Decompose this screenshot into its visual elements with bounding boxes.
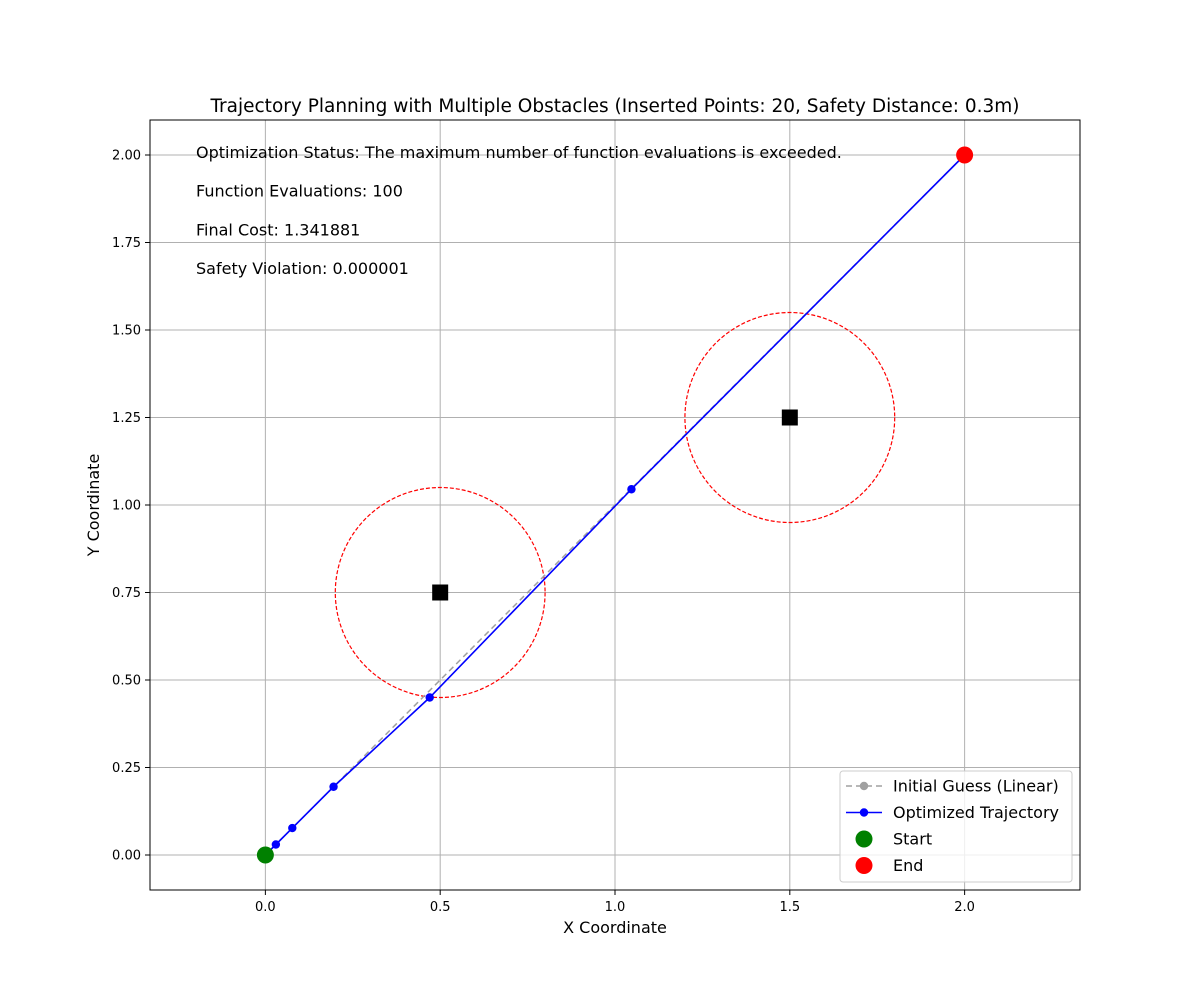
legend-initial-guess-label: Initial Guess (Linear) — [893, 777, 1059, 796]
legend-end-swatch — [855, 857, 873, 874]
annotation-text: Function Evaluations: 100 — [196, 182, 403, 201]
annotation-text: Final Cost: 1.341881 — [196, 220, 360, 239]
axis-ticks: 0.0 0.5 1.0 1.5 2.0 0.00 0.25 0.50 0.75 1.00 1.25 1… — [112, 149, 975, 916]
legend-start-label: Start — [893, 830, 932, 849]
obstacles — [334, 311, 896, 699]
legend-end-label: End — [893, 856, 923, 875]
x-axis-label: X Coordinate — [563, 918, 667, 937]
legend-start-swatch — [855, 830, 873, 848]
safety-circle — [684, 311, 896, 524]
y-tick-label: 1.25 — [112, 411, 141, 426]
x-tick-label: 1.5 — [779, 900, 800, 915]
y-tick-label: 0.50 — [112, 674, 141, 689]
y-tick-label: 2.00 — [112, 149, 141, 164]
legend-box — [839, 770, 1073, 883]
annotations: Optimization Status: The maximum number … — [196, 143, 842, 278]
y-tick-label: 0.25 — [112, 761, 141, 776]
legend-initial-guess-swatch-dot — [859, 781, 869, 791]
x-tick-label: 0.5 — [430, 900, 451, 915]
y-tick-label: 0.00 — [112, 849, 141, 864]
x-tick-label: 0.0 — [255, 900, 276, 915]
annotation-text: Safety Violation: 0.000001 — [196, 259, 409, 278]
annotation-text: Optimization Status: The maximum number … — [196, 143, 842, 162]
optimized-trajectory-point — [271, 840, 281, 849]
y-tick-label: 1.00 — [112, 499, 141, 514]
y-tick-label: 0.75 — [112, 586, 141, 601]
legend-optimized-trajectory-label: Optimized Trajectory — [893, 803, 1059, 822]
x-tick-label: 1.0 — [605, 900, 626, 915]
optimized-trajectory-point — [288, 823, 297, 833]
end-marker — [956, 146, 974, 164]
optimized-trajectory-point — [329, 782, 338, 791]
optimized-trajectory-point — [425, 693, 434, 702]
optimized-trajectory-point — [627, 485, 636, 494]
start-marker — [256, 846, 274, 864]
obstacle-square — [781, 409, 798, 426]
endpoint-markers — [256, 146, 974, 864]
y-tick-label: 1.75 — [112, 236, 141, 251]
chart-title: Trajectory Planning with Multiple Obstac… — [209, 96, 1019, 117]
safety-circle — [334, 486, 546, 699]
y-axis-label: Y Coordinate — [84, 454, 103, 558]
obstacle-square — [432, 584, 449, 601]
legend-optimized-trajectory-swatch-dot — [859, 808, 869, 817]
x-tick-label: 2.0 — [954, 900, 975, 915]
y-tick-label: 1.50 — [112, 324, 141, 339]
legend: Initial Guess (Linear) Optimized Trajecto… — [839, 770, 1073, 883]
